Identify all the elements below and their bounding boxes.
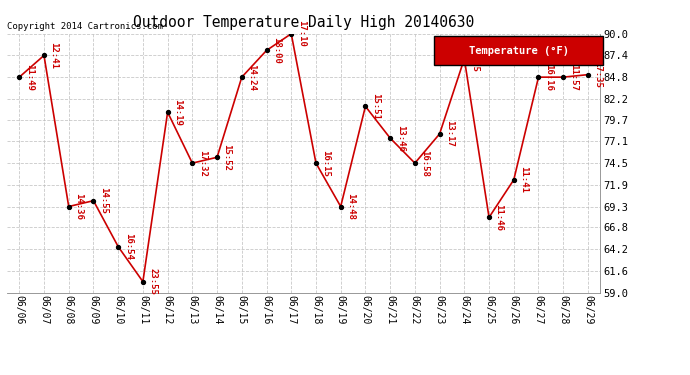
Point — [212, 154, 223, 160]
Title: Outdoor Temperature Daily High 20140630: Outdoor Temperature Daily High 20140630 — [133, 15, 474, 30]
Point — [360, 104, 371, 110]
Text: 14:19: 14:19 — [173, 99, 182, 126]
Point — [558, 74, 569, 80]
Point — [384, 135, 395, 141]
Text: 15:51: 15:51 — [371, 93, 380, 120]
Point — [409, 160, 420, 166]
Point — [63, 204, 75, 210]
Point — [236, 74, 247, 80]
Point — [14, 74, 25, 80]
Point — [187, 160, 198, 166]
Text: Temperature (°F): Temperature (°F) — [469, 46, 569, 56]
Text: 14:24: 14:24 — [247, 64, 257, 91]
Text: 17:32: 17:32 — [198, 150, 207, 177]
Text: 11:49: 11:49 — [25, 64, 34, 91]
Text: 14:48: 14:48 — [346, 193, 355, 220]
Text: 17:35: 17:35 — [593, 61, 602, 88]
Text: 14:55: 14:55 — [99, 187, 108, 214]
Text: 13:17: 13:17 — [445, 120, 454, 147]
Text: 16:16: 16:16 — [544, 64, 553, 91]
Text: 15:52: 15:52 — [223, 144, 232, 171]
Point — [533, 74, 544, 80]
Text: 11:46: 11:46 — [495, 204, 504, 231]
Text: 11:57: 11:57 — [569, 64, 578, 91]
Point — [434, 131, 445, 137]
Point — [582, 72, 593, 78]
Point — [88, 198, 99, 204]
Point — [112, 244, 124, 250]
Point — [162, 109, 173, 115]
Text: 23:55: 23:55 — [148, 268, 157, 295]
Point — [484, 214, 495, 220]
Point — [459, 56, 470, 62]
Point — [310, 160, 322, 166]
Point — [261, 48, 272, 54]
Point — [509, 177, 520, 183]
Text: 16:58: 16:58 — [420, 150, 429, 177]
Text: 11:41: 11:41 — [520, 166, 529, 193]
Text: 12:41: 12:41 — [50, 42, 59, 69]
Point — [335, 204, 346, 210]
Point — [286, 31, 297, 37]
Text: Copyright 2014 Cartronics.com: Copyright 2014 Cartronics.com — [7, 22, 163, 31]
Text: 18:00: 18:00 — [272, 37, 281, 64]
Point — [39, 53, 50, 58]
Point — [137, 279, 148, 285]
FancyBboxPatch shape — [434, 36, 603, 65]
Text: 17:10: 17:10 — [297, 20, 306, 47]
Text: 14:36: 14:36 — [75, 193, 83, 220]
Text: 13:46: 13:46 — [395, 124, 405, 152]
Text: 16:54: 16:54 — [124, 233, 132, 260]
Text: 16:15: 16:15 — [322, 150, 331, 177]
Text: 11:25: 11:25 — [470, 45, 479, 72]
